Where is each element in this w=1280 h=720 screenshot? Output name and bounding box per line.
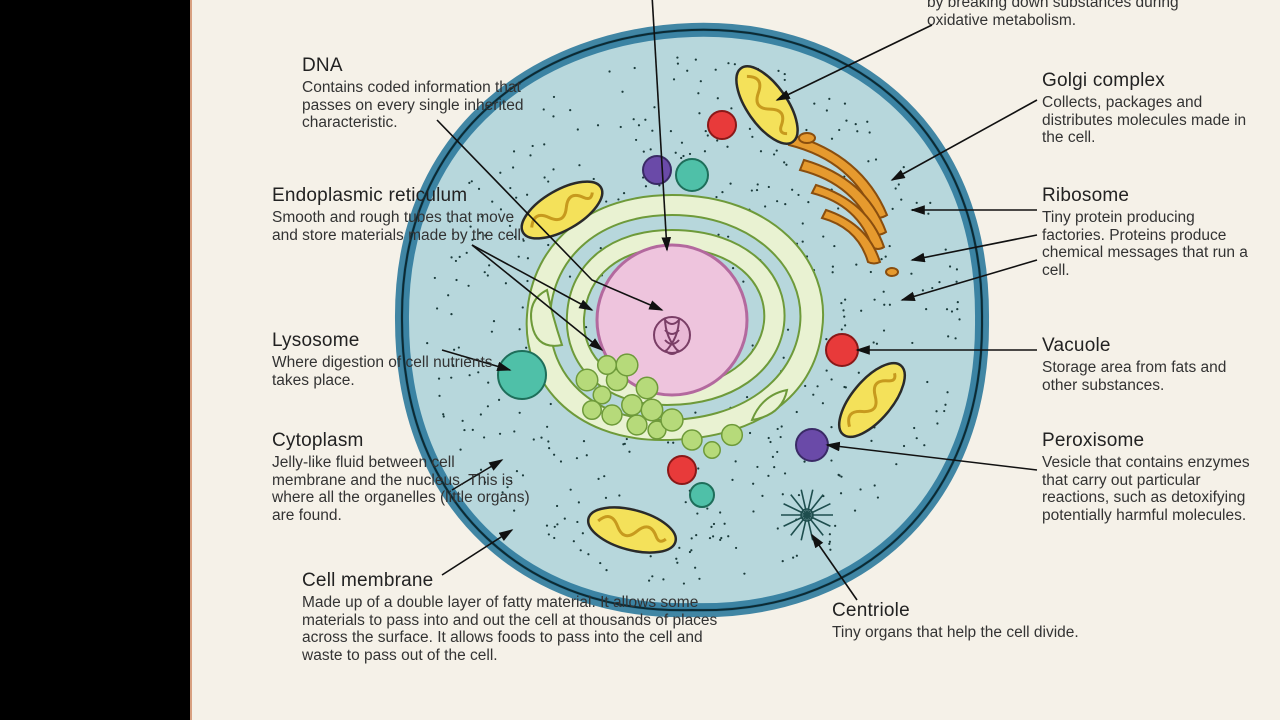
label-title: Endoplasmic reticulum	[272, 185, 532, 207]
label-er: Endoplasmic reticulum Smooth and rough t…	[272, 185, 532, 244]
label-ribosome: Ribosome Tiny protein producing factorie…	[1042, 185, 1252, 280]
label-dna: DNA Contains coded information that pass…	[302, 55, 552, 132]
label-desc: Tiny organs that help the cell divide.	[832, 624, 1132, 642]
label-vacuole: Vacuole Storage area from fats and other…	[1042, 335, 1252, 394]
label-desc: Smooth and rough tubes that move and sto…	[272, 209, 532, 245]
label-desc: Where digestion of cell nutrients takes …	[272, 354, 502, 390]
label-golgi: Golgi complex Collects, packages and dis…	[1042, 70, 1252, 147]
lysosome-shape	[498, 351, 546, 399]
label-peroxisome: Peroxisome Vesicle that contains enzymes…	[1042, 430, 1262, 525]
label-desc: Collects, packages and distributes molec…	[1042, 94, 1252, 147]
label-desc: Contains coded information that passes o…	[302, 79, 552, 132]
label-cytoplasm: Cytoplasm Jelly-like fluid between cell …	[272, 430, 532, 525]
label-centriole: Centriole Tiny organs that help the cell…	[832, 600, 1132, 642]
label-title: Golgi complex	[1042, 70, 1252, 92]
label-membrane: Cell membrane Made up of a double layer …	[302, 570, 722, 665]
label-title: DNA	[302, 55, 552, 77]
vacuole-shape	[826, 334, 858, 366]
label-top-cut: by breaking down substances during oxida…	[927, 0, 1187, 30]
peroxisome-shape	[796, 429, 828, 461]
label-title: Cytoplasm	[272, 430, 532, 452]
label-title: Ribosome	[1042, 185, 1252, 207]
label-desc: by breaking down substances during oxida…	[927, 0, 1187, 30]
page: DNA Contains coded information that pass…	[190, 0, 1280, 720]
label-desc: Made up of a double layer of fatty mater…	[302, 594, 722, 665]
label-title: Peroxisome	[1042, 430, 1262, 452]
label-desc: Jelly-like fluid between cell membrane a…	[272, 454, 532, 525]
label-title: Cell membrane	[302, 570, 722, 592]
label-desc: Storage area from fats and other substan…	[1042, 359, 1252, 395]
label-title: Centriole	[832, 600, 1132, 622]
label-lysosome: Lysosome Where digestion of cell nutrien…	[272, 330, 502, 389]
label-title: Vacuole	[1042, 335, 1252, 357]
label-desc: Vesicle that contains enzymes that carry…	[1042, 454, 1262, 525]
label-title: Lysosome	[272, 330, 502, 352]
label-desc: Tiny protein producing factories. Protei…	[1042, 209, 1252, 280]
